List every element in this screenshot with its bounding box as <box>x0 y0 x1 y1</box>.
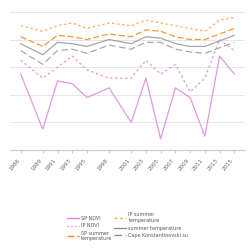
Legend: SP NDVI, IP NDVI, SP summer
temperature, IP summer
temperature, summer temperatu: SP NDVI, IP NDVI, SP summer temperature,… <box>64 210 190 244</box>
